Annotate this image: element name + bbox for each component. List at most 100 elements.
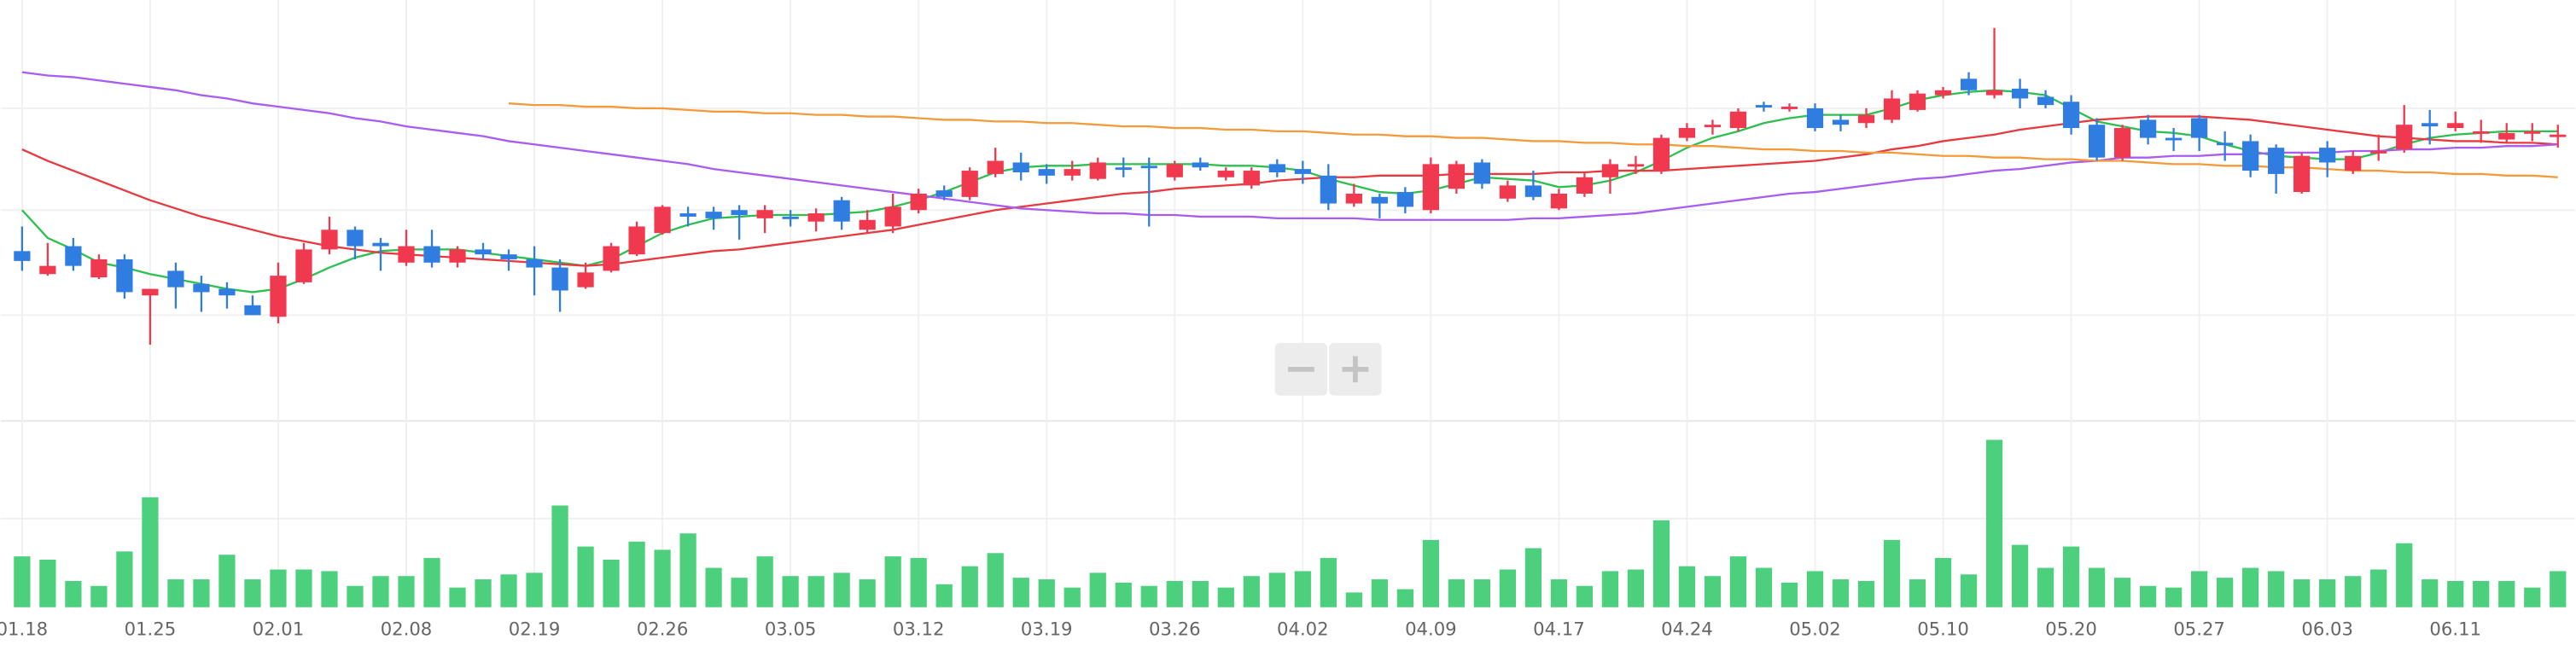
volume-bar xyxy=(1755,567,1773,607)
candle-body xyxy=(219,288,236,296)
volume-bar xyxy=(1396,589,1413,607)
volume-bar xyxy=(679,533,696,607)
candle-body xyxy=(475,249,492,255)
volume-bar xyxy=(500,574,517,607)
candle-body xyxy=(2037,96,2054,106)
candle-body xyxy=(2396,125,2413,150)
x-tick-label: 05.20 xyxy=(2045,619,2097,640)
candle-body xyxy=(1601,164,1619,177)
candle-body xyxy=(1268,164,1285,172)
volume-bar xyxy=(1268,572,1285,607)
candle-body xyxy=(2473,131,2490,134)
x-tick-label: 06.11 xyxy=(2429,619,2481,640)
candle-body xyxy=(1115,167,1132,171)
candle-body xyxy=(1012,162,1029,172)
volume-bar xyxy=(2447,580,2464,607)
volume-bar xyxy=(1140,585,1157,607)
moving-average-line xyxy=(21,71,2558,221)
volume-bar xyxy=(782,576,799,607)
candle-body xyxy=(731,210,748,215)
candle-body xyxy=(2422,123,2439,127)
volume-bar xyxy=(1012,578,1029,607)
candle-body xyxy=(1780,107,1798,109)
candle-body xyxy=(90,259,108,278)
candle-body xyxy=(1294,169,1311,174)
volume-bar xyxy=(526,572,543,607)
candle-body xyxy=(1832,119,1850,125)
candle-body xyxy=(807,213,825,222)
candle-body xyxy=(628,226,645,255)
candle-body xyxy=(65,246,82,266)
volume-bar xyxy=(2062,546,2080,607)
candle-body xyxy=(270,276,287,317)
volume-bar xyxy=(1627,569,1645,607)
volume-bar xyxy=(1832,579,1850,607)
volume-bar xyxy=(2088,567,2106,607)
candle-body xyxy=(2498,132,2515,140)
volume-bar xyxy=(2345,576,2362,607)
candle-body xyxy=(910,193,927,211)
volume-bar xyxy=(2191,571,2208,607)
x-tick-label: 03.05 xyxy=(765,619,817,640)
volume-bar xyxy=(2113,578,2131,607)
volume-bar xyxy=(90,585,108,607)
candle-body xyxy=(1704,125,1722,128)
volume-bar xyxy=(2268,571,2285,607)
candle-body xyxy=(2011,88,2029,99)
volume-bar xyxy=(1678,566,1696,607)
candle-body xyxy=(679,213,696,217)
volume-bar xyxy=(244,579,261,607)
volume-bar xyxy=(1038,579,1055,607)
candle-body xyxy=(142,288,159,296)
candle-body xyxy=(347,230,364,247)
volume-bar xyxy=(577,546,594,607)
candle-body xyxy=(1217,171,1234,177)
candle-body xyxy=(1524,185,1542,197)
candle-body xyxy=(2268,148,2285,174)
candle-body xyxy=(551,267,568,291)
x-tick-label: 06.03 xyxy=(2301,619,2353,640)
volume-bar xyxy=(321,571,338,607)
candle-body xyxy=(1166,164,1183,177)
candle-body xyxy=(756,210,773,218)
volume-bar xyxy=(1499,569,1517,607)
volume-bar xyxy=(1601,571,1619,607)
candle-body xyxy=(1909,93,1926,110)
volume-bar xyxy=(2422,579,2439,607)
volume-bar xyxy=(654,549,671,607)
candle-body xyxy=(1960,78,1978,90)
volume-bar xyxy=(2139,585,2157,607)
volume-bar xyxy=(1064,587,1081,607)
volume-bar xyxy=(2498,580,2515,607)
volume-bar xyxy=(884,556,901,607)
volume-bar xyxy=(2293,579,2311,607)
volume-bar xyxy=(1524,548,1542,607)
candle-body xyxy=(2447,123,2464,129)
candle-body xyxy=(1473,162,1490,184)
x-tick-label: 02.08 xyxy=(381,619,433,640)
volume-bar xyxy=(1985,439,2003,607)
volume-bar xyxy=(756,556,773,607)
candle-body xyxy=(2165,137,2183,141)
candle-body xyxy=(526,259,543,268)
candle-body xyxy=(2319,148,2336,163)
candle-body xyxy=(705,212,722,218)
candle-body xyxy=(500,254,517,259)
candle-body xyxy=(859,219,876,230)
volume-bar xyxy=(1089,572,1106,607)
volume-bar xyxy=(1320,558,1337,607)
volume-bar xyxy=(1192,580,1209,607)
candle-body xyxy=(1396,192,1413,207)
x-tick-label: 03.26 xyxy=(1149,619,1201,640)
x-tick-label: 01.25 xyxy=(125,619,177,640)
candle-body xyxy=(1576,177,1594,194)
volume-bar xyxy=(1166,580,1183,607)
candle-body xyxy=(14,251,31,261)
volume-bar xyxy=(2242,567,2259,607)
volume-bar xyxy=(1115,582,1132,607)
candle-body xyxy=(1499,185,1517,199)
candle-body xyxy=(423,246,440,263)
volume-bar xyxy=(1934,558,1952,607)
